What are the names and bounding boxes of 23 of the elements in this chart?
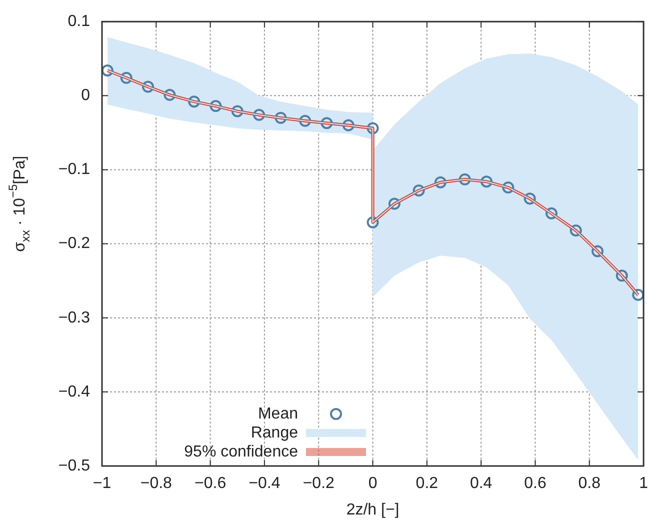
y-tick-label: −0.2	[58, 235, 90, 252]
x-tick-label: 0	[368, 475, 378, 492]
x-tick-label: 0.4	[470, 475, 492, 492]
x-tick-label: −0.8	[140, 475, 172, 492]
x-axis-title: 2z/h [−]	[346, 501, 400, 518]
x-tick-label: −1	[92, 475, 112, 492]
legend-label: Range	[250, 424, 298, 442]
x-tick-label: −0.4	[248, 475, 280, 492]
x-tick-label: 1	[639, 475, 648, 492]
x-tick-label: −0.2	[302, 475, 335, 492]
y-tick-label: −0.4	[58, 383, 90, 400]
x-tick-label: 0.6	[524, 475, 546, 492]
y-tick-label: 0.1	[68, 13, 90, 30]
x-tick-label: −0.6	[194, 475, 226, 492]
y-tick-label: −0.1	[58, 161, 90, 178]
y-tick-label: −0.5	[58, 457, 90, 474]
legend-label: Mean	[258, 405, 298, 422]
y-tick-label: 0	[81, 87, 90, 104]
x-tick-label: 0.8	[578, 475, 601, 492]
y-axis-title: σxx · 10−5[Pa]	[6, 156, 33, 252]
x-tick-label: 0.2	[416, 475, 438, 492]
y-tick-label: −0.3	[58, 309, 90, 326]
legend-label: 95% confidence	[184, 443, 298, 460]
